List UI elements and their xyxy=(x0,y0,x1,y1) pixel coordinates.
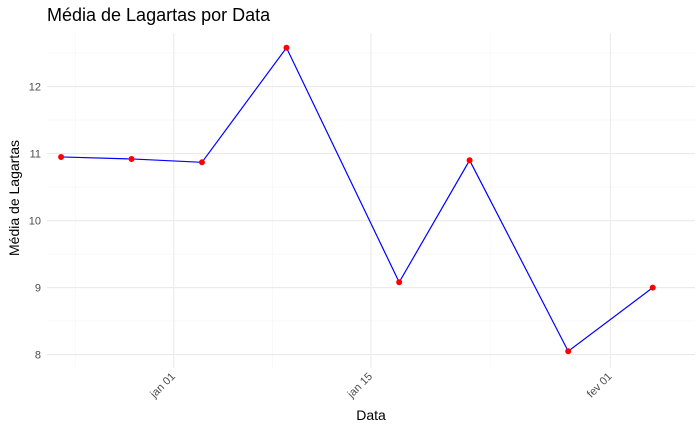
x-tick-label: fev 01 xyxy=(585,371,615,401)
x-tick-label: jan 15 xyxy=(345,371,375,401)
data-point xyxy=(128,155,135,162)
data-point xyxy=(58,153,65,160)
y-tick-label: 8 xyxy=(35,350,41,362)
data-point xyxy=(283,44,290,51)
data-point xyxy=(565,348,572,355)
series-layer xyxy=(58,44,656,355)
series-line xyxy=(61,46,654,353)
y-tick-label: 9 xyxy=(35,283,41,295)
y-tick-label: 11 xyxy=(30,149,41,161)
y-tick-label: 10 xyxy=(29,216,41,228)
y-axis-title: Média de Lagartas xyxy=(6,140,22,256)
grid xyxy=(47,33,695,368)
chart-title: Média de Lagartas por Data xyxy=(47,5,271,25)
axes: 8 9 10 11 12 jan 01 jan 15 fev 01 xyxy=(29,82,615,401)
data-point xyxy=(198,159,205,166)
data-point xyxy=(649,284,656,291)
data-point xyxy=(466,157,473,164)
x-axis-title: Data xyxy=(356,407,386,423)
x-tick-label: jan 01 xyxy=(148,371,178,401)
data-point xyxy=(396,279,403,286)
y-tick-label: 12 xyxy=(29,82,41,94)
